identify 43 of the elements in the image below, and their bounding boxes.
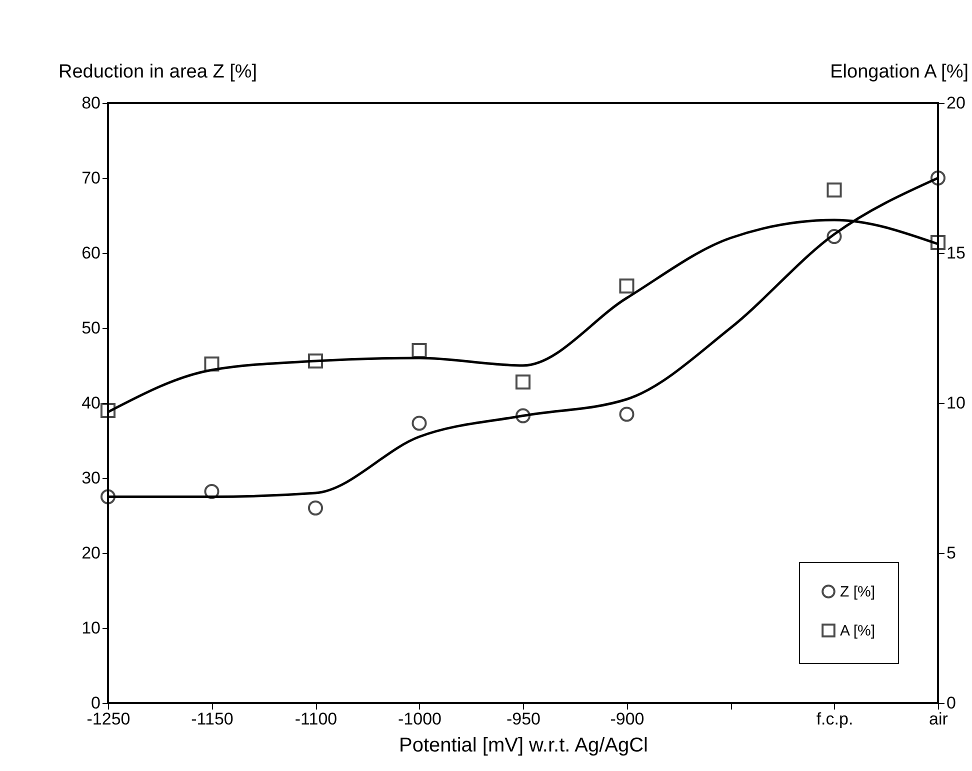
point	[619, 406, 634, 422]
legend-label: A [%]	[840, 622, 876, 640]
y-tick-label: 30	[82, 468, 100, 488]
point	[515, 408, 531, 424]
point	[826, 182, 842, 198]
point	[826, 228, 842, 244]
y-tick-label: 40	[82, 394, 100, 412]
point	[100, 402, 116, 418]
point	[308, 500, 324, 516]
point	[619, 278, 634, 294]
point	[412, 342, 427, 358]
point	[204, 484, 220, 500]
y-axis-title: Reduction in area Z [%]	[58, 62, 258, 82]
y2-tick-label: 5	[946, 544, 956, 562]
x-tick-label: -1150	[191, 710, 234, 728]
point	[308, 353, 324, 369]
y-tick-label: 0	[91, 694, 100, 712]
x-tick-label: -1000	[398, 710, 442, 728]
x-tick-label: -1100	[294, 710, 338, 728]
y2-tick-label: 20	[946, 94, 966, 112]
x-tick-label: air	[929, 710, 948, 728]
point	[930, 170, 946, 186]
point	[515, 374, 531, 390]
y-tick-label: 70	[82, 168, 100, 188]
x-tick-label: f.c.p.	[816, 710, 854, 728]
y2-tick-label: 15	[946, 244, 966, 262]
y-tick-label: 80	[82, 94, 100, 112]
y-tick-label: 10	[82, 618, 100, 638]
legend-label: Z [%]	[840, 584, 876, 600]
y2-tick-label: 0	[946, 694, 956, 712]
y-tick-label: 60	[82, 244, 100, 262]
x-tick-label: -1250	[86, 710, 130, 728]
point	[204, 356, 220, 372]
y2-axis-title: Elongation A [%]	[830, 62, 968, 82]
point	[930, 234, 946, 250]
y-tick-label: 50	[82, 318, 100, 338]
point	[100, 489, 116, 504]
y2-tick-label: 10	[946, 394, 966, 412]
y-tick-label: 20	[82, 544, 100, 562]
point	[412, 416, 427, 431]
x-tick-label: -950	[506, 710, 541, 728]
x-axis-title: Potential [mV] w.r.t. Ag/AgCl	[398, 734, 648, 756]
x-tick-label: -900	[610, 710, 644, 728]
